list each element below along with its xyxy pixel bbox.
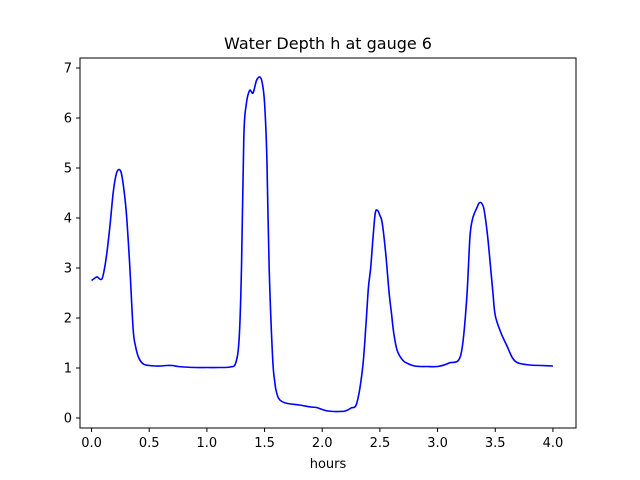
x-tick-label: 1.5 (254, 436, 275, 451)
y-tick-label: 5 (64, 162, 72, 177)
x-axis-label: hours (310, 457, 347, 472)
plot-frame (79, 57, 577, 429)
x-tick-label: 3.5 (485, 436, 506, 451)
y-tick-label: 0 (64, 412, 72, 427)
x-axis: 0.0 0.5 1.0 1.5 2.0 2.5 3.0 3.5 4.0 (81, 428, 563, 451)
y-tick-label: 6 (64, 112, 72, 127)
y-tick-label: 1 (64, 362, 72, 377)
x-tick-label: 1.0 (197, 436, 218, 451)
y-tick-label: 7 (64, 62, 72, 77)
x-tick-label: 2.0 (312, 436, 333, 451)
plot-area (91, 76, 553, 413)
y-tick-label: 3 (64, 262, 72, 277)
x-tick-label: 0.0 (81, 436, 102, 451)
series-line-0 (91, 76, 553, 413)
chart-title: Water Depth h at gauge 6 (224, 34, 432, 53)
y-axis: 0 1 2 3 4 5 6 7 (64, 62, 80, 427)
y-tick-label: 4 (64, 212, 72, 227)
x-tick-label: 3.0 (427, 436, 448, 451)
x-tick-label: 0.5 (139, 436, 160, 451)
y-tick-label: 2 (64, 312, 72, 327)
x-tick-label: 2.5 (370, 436, 391, 451)
x-tick-label: 4.0 (543, 436, 564, 451)
